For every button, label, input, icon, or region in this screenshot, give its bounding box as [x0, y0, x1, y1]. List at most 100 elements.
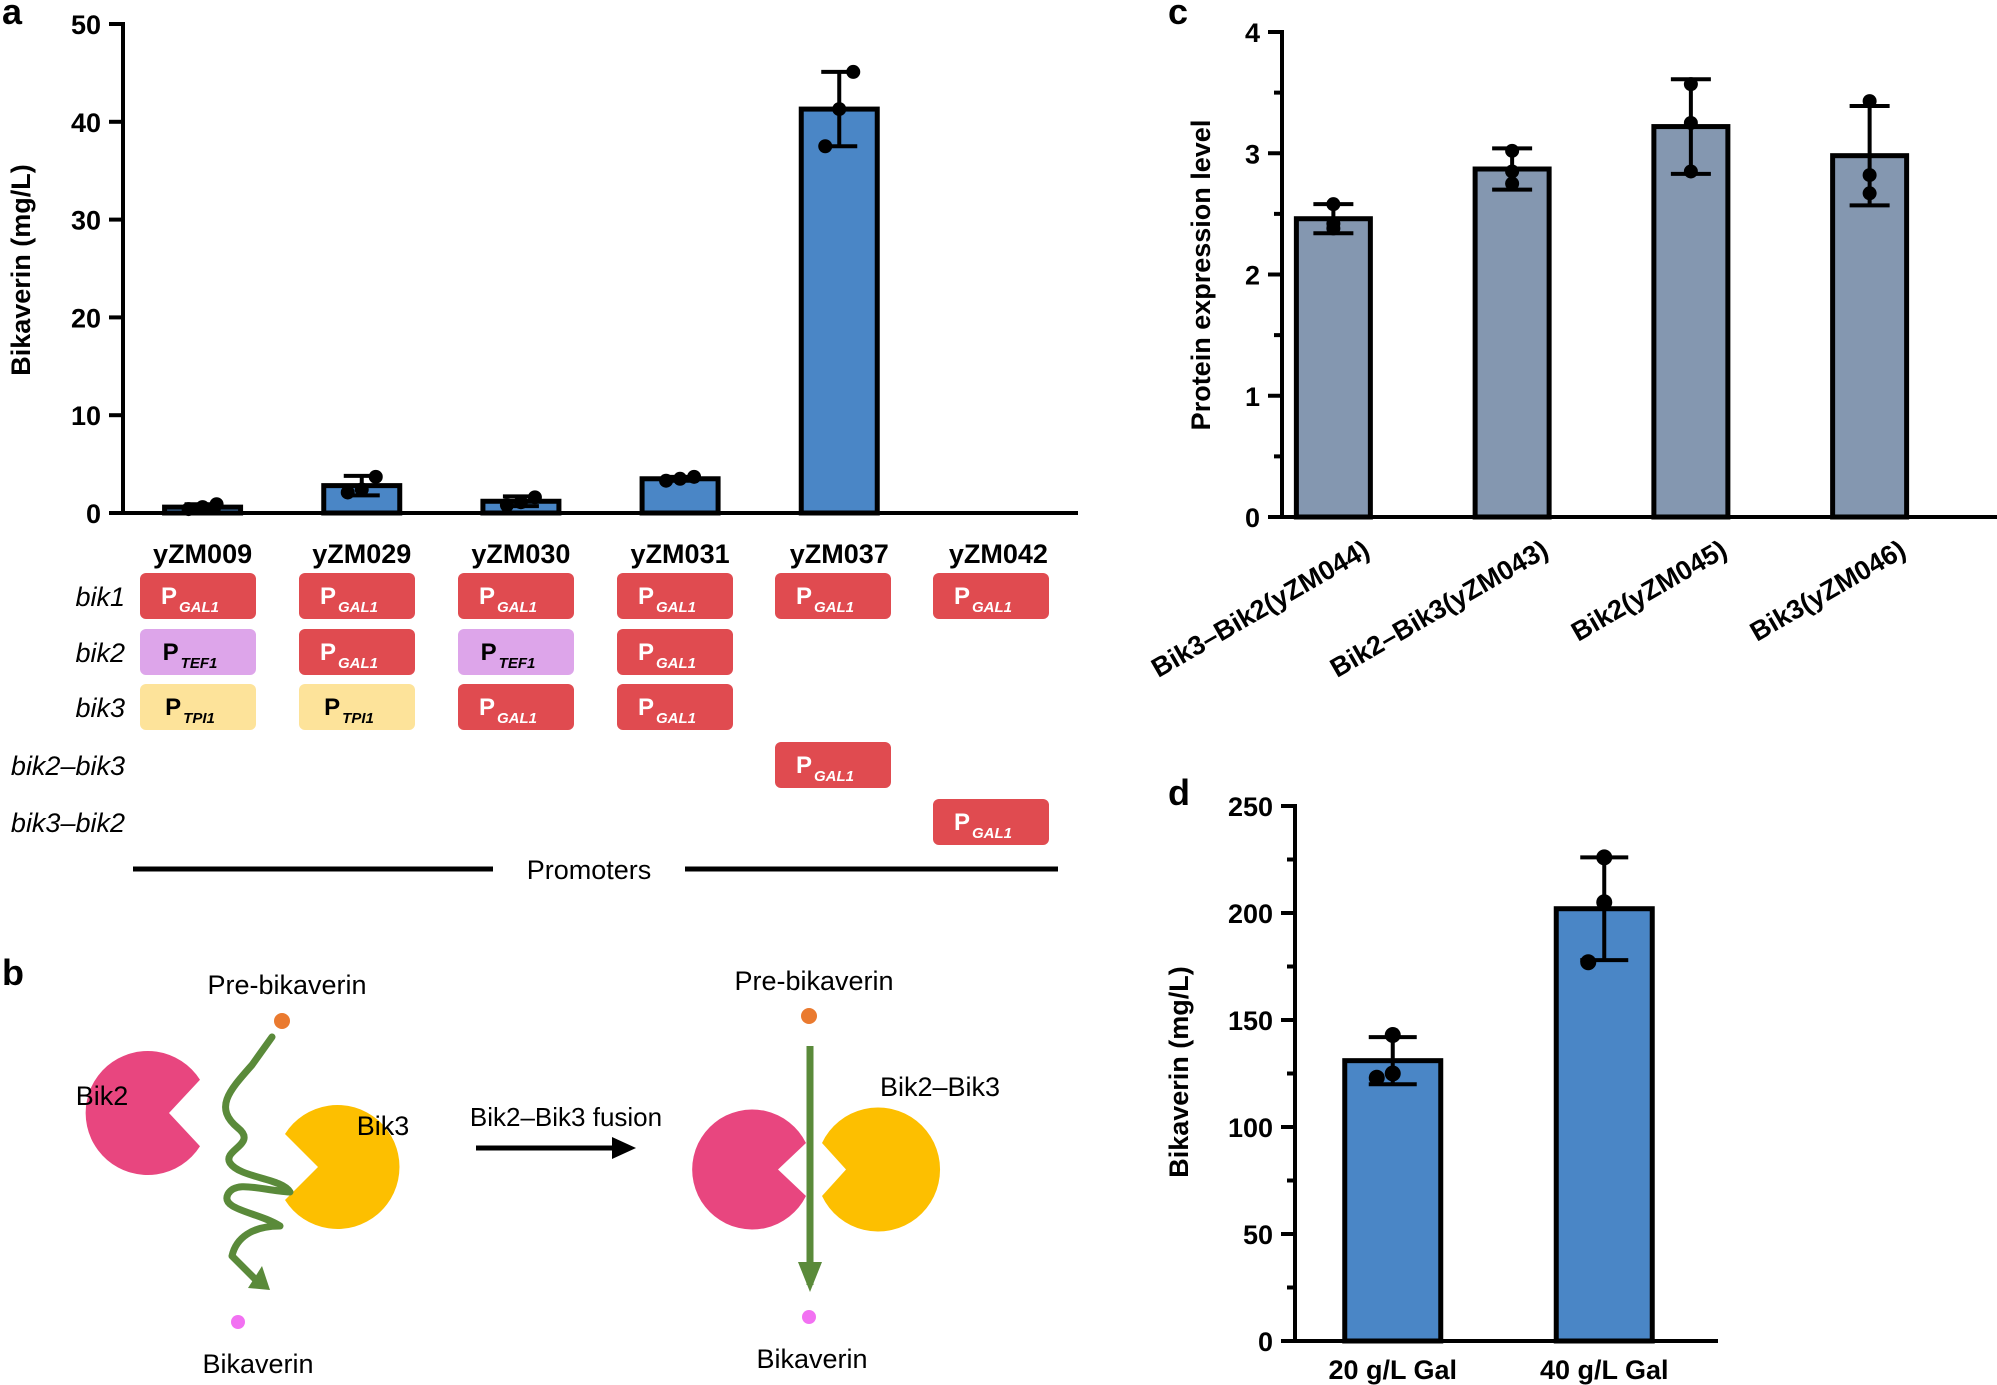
promoter-label: P GAL1	[638, 694, 696, 727]
left-substrate-label: Pre-bikaverin	[207, 970, 366, 1000]
promoter-label: P TPI1	[324, 694, 374, 727]
promoter-label: P TPI1	[165, 694, 215, 727]
chart-c-y-tick-label: 1	[1245, 382, 1260, 412]
chart-a-datapoint	[832, 102, 847, 117]
chart-d-datapoint	[1384, 1065, 1401, 1082]
chart-c-datapoint	[1683, 164, 1698, 179]
panel-letter-a: a	[2, 0, 23, 32]
chart-c-datapoint	[1862, 168, 1877, 183]
schematic-b: Pre-bikaverin Bik2 Bik3 Bikaverin Bik2–B…	[76, 966, 1000, 1379]
chart-a-category-label: yZM029	[312, 539, 411, 569]
left-substrate-dot	[274, 1013, 290, 1029]
chart-d-category-label: 40 g/L Gal	[1540, 1355, 1669, 1385]
panel-letter-c: c	[1168, 0, 1188, 32]
promoter-label: P TEF1	[481, 639, 536, 672]
promoter-table: bik1 bik2 bik3 bik2–bik3 bik3–bik2 P GAL1 P GAL1…	[11, 573, 1049, 845]
panel-letter-d: d	[1168, 772, 1190, 813]
right-bik3-enzyme	[822, 1107, 941, 1232]
right-product-label: Bikaverin	[756, 1344, 867, 1374]
chart-c-ylabel: Protein expression level	[1186, 120, 1216, 431]
chart-a-datapoint	[687, 469, 702, 484]
promoter-cell	[617, 684, 733, 730]
chart-a-category-label: yZM030	[471, 539, 570, 569]
promoter-cell	[458, 684, 574, 730]
chart-c-category-label: Bik2(yZM045)	[1566, 534, 1732, 647]
left-product-label: Bikaverin	[202, 1349, 313, 1379]
chart-c-y-tick-label: 0	[1245, 503, 1260, 533]
right-green-arrowhead	[798, 1262, 822, 1292]
promoter-label: P GAL1	[796, 583, 854, 616]
promoter-cell	[933, 799, 1049, 845]
promoter-cell	[299, 573, 415, 619]
chart-a-datapoint	[659, 473, 674, 488]
chart-a-y-tick-label: 30	[71, 206, 101, 236]
chart-a-datapoint	[368, 469, 383, 484]
promoter-cell	[458, 629, 574, 675]
chart-a-category-label: yZM042	[949, 539, 1048, 569]
promoter-cell	[140, 629, 256, 675]
chart-a-y-tick-label: 50	[71, 10, 101, 40]
chart-d-ylabel: Bikaverin (mg/L)	[1164, 966, 1194, 1178]
chart-c-bar	[1472, 166, 1552, 520]
chart-a-category-label: yZM009	[153, 539, 252, 569]
left-bik2-enzyme	[85, 1051, 200, 1175]
chart-d-y-tick-label: 150	[1228, 1006, 1273, 1036]
chart-d-datapoint	[1596, 894, 1613, 911]
chart-c-datapoint	[1505, 164, 1520, 179]
right-fusion-label: Bik2–Bik3	[880, 1072, 1000, 1102]
chart-a-datapoint	[499, 498, 514, 513]
chart-d-y-tick-label: 200	[1228, 899, 1273, 929]
chart-d-y-tick-label: 250	[1228, 792, 1273, 822]
chart-a-datapoint	[846, 64, 861, 79]
promoter-label: P GAL1	[320, 583, 378, 616]
panel-letter-b: b	[2, 952, 24, 993]
chart-c-y-tick-label: 2	[1245, 261, 1260, 291]
promoter-label: P GAL1	[638, 639, 696, 672]
promoter-cell	[617, 629, 733, 675]
promoter-cell	[140, 684, 256, 730]
gene-label: bik2–bik3	[11, 751, 125, 781]
chart-a-bar	[798, 106, 880, 516]
chart-a-datapoint	[209, 497, 224, 512]
promoter-cell	[140, 573, 256, 619]
chart-c-datapoint	[1683, 77, 1698, 92]
chart-c-y-tick-label: 4	[1245, 18, 1260, 48]
chart-c-datapoint	[1505, 143, 1520, 158]
chart-a-datapoint	[195, 500, 210, 515]
chart-c-datapoint	[1862, 94, 1877, 109]
chart-c-bar	[1651, 124, 1731, 520]
chart-d-y-tick-label: 100	[1228, 1113, 1273, 1143]
promoter-label: P GAL1	[954, 583, 1012, 616]
chart-d-bar	[1342, 1058, 1444, 1344]
chart-d-y-tick-label: 0	[1258, 1327, 1273, 1357]
promoter-label: P GAL1	[796, 752, 854, 785]
chart-a-datapoint	[818, 139, 833, 154]
chart-d: Bikaverin (mg/L) 20 g/L Gal 40 g/L Gal 0 50…	[1164, 792, 1718, 1385]
left-green-path	[222, 1033, 294, 1286]
chart-a-category-label: yZM031	[631, 539, 730, 569]
right-product-dot	[802, 1310, 816, 1324]
promoter-cell	[775, 573, 891, 619]
chart-c-datapoint	[1326, 197, 1341, 212]
fusion-arrow-head	[612, 1137, 636, 1159]
chart-a-datapoint	[340, 485, 355, 500]
promoters-caption: Promoters	[527, 855, 652, 885]
promoter-label: P GAL1	[954, 809, 1012, 842]
gene-label: bik3	[75, 693, 125, 723]
chart-c-y-tick-label: 3	[1245, 139, 1260, 169]
chart-a-datapoint	[513, 495, 528, 510]
chart-d-bar	[1553, 906, 1655, 1344]
chart-c-bar	[1293, 216, 1373, 520]
promoter-cell	[617, 573, 733, 619]
chart-a-datapoint	[354, 482, 369, 497]
left-bik3-label: Bik3	[357, 1111, 410, 1141]
chart-d-datapoint	[1368, 1069, 1385, 1086]
chart-a-y-tick-label: 0	[86, 499, 101, 529]
chart-a: Bikaverin (mg/L) yZM009 yZM029 yZM030 yZM03…	[6, 10, 1078, 569]
chart-a-datapoint	[527, 490, 542, 505]
left-bik2-label: Bik2	[76, 1081, 129, 1111]
gene-label: bik1	[75, 582, 125, 612]
promoter-cell	[299, 629, 415, 675]
promoter-cell	[458, 573, 574, 619]
chart-d-y-tick-label: 50	[1243, 1220, 1273, 1250]
